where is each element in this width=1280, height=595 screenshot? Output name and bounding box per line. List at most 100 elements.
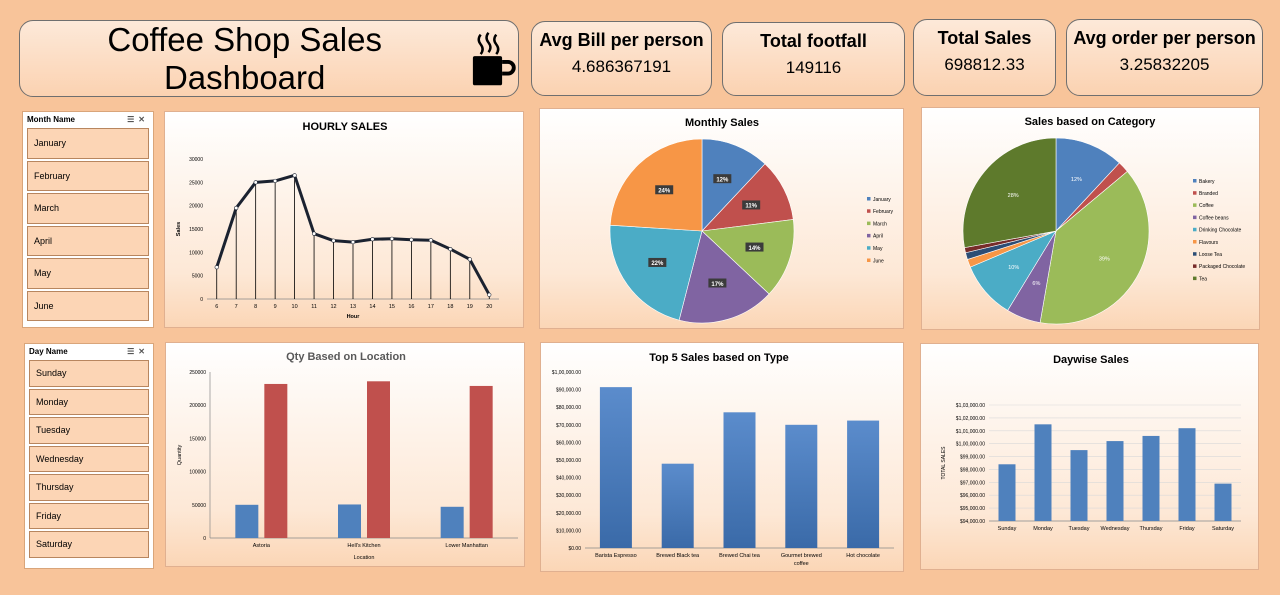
kpi-value: 3.25832205	[1119, 55, 1210, 74]
legend-swatch	[867, 233, 871, 238]
y-tick-label: $94,000.00	[960, 519, 985, 525]
data-point	[292, 173, 297, 178]
x-tick-label: 10	[292, 304, 298, 310]
y-tick-label: $1,03,000.00	[956, 403, 985, 409]
legend-label: Branded	[1199, 191, 1218, 197]
bar	[469, 385, 493, 538]
slicer-item-march[interactable]: March	[27, 193, 149, 224]
type-sales-svg: Top 5 Sales based on Type $0.00 $10,000.00…	[552, 352, 894, 567]
x-tick-label: 15	[389, 304, 395, 310]
legend-swatch	[1193, 203, 1197, 207]
y-tick-label: $98,000.00	[960, 467, 985, 473]
data-label: 22%	[651, 261, 664, 267]
multi-select-icon[interactable]: ☰	[127, 114, 139, 124]
data-point	[350, 239, 356, 245]
y-tick-label: $99,000.00	[960, 455, 985, 461]
chart-title: Sales based on Category	[1025, 116, 1157, 128]
legend-swatch	[1193, 252, 1197, 256]
y-tick-label: $1,02,000.00	[956, 416, 985, 422]
location-qty-chart: Qty Based on Location 0 50000 100000 150000 2…	[165, 342, 525, 567]
slicer-item-april[interactable]: April	[27, 225, 149, 256]
slicer-item-thursday[interactable]: Thursday	[29, 474, 149, 501]
slicer-item-june[interactable]: June	[27, 290, 149, 321]
kpi-value: 698812.33	[944, 55, 1025, 74]
data-label-box	[648, 257, 667, 267]
bar	[440, 506, 464, 538]
legend-label: June	[873, 258, 884, 264]
clear-filter-icon[interactable]: ✕	[138, 114, 149, 124]
legend-swatch	[867, 258, 871, 262]
slicer-item-tuesday[interactable]: Tuesday	[29, 417, 149, 444]
pie-slice	[701, 138, 766, 232]
slicer-item-may[interactable]: May	[27, 258, 149, 289]
bar	[847, 420, 880, 548]
bar	[661, 463, 694, 548]
slicer-item-february[interactable]: February	[27, 160, 149, 191]
legend-label: February	[873, 209, 894, 215]
bar	[723, 412, 756, 548]
x-tick-label: Saturday	[1212, 526, 1234, 532]
coffee-cup-icon	[473, 31, 517, 85]
x-tick-label: 12	[330, 304, 336, 310]
data-label-box	[713, 174, 732, 184]
chart-title: HOURLY SALES	[303, 121, 388, 133]
data-label-box	[655, 185, 674, 195]
y-tick-label: $40,000.00	[556, 476, 581, 482]
legend-label: March	[873, 221, 887, 227]
legend-label: Bakery	[1199, 179, 1215, 185]
y-tick-label: 0	[203, 536, 206, 542]
pie-slice	[962, 137, 1057, 248]
legend-swatch	[867, 197, 871, 201]
data-label-box	[708, 278, 727, 288]
data-point	[448, 246, 453, 252]
y-tick-label: $1,01,000.00	[956, 429, 985, 435]
data-label: 12%	[716, 177, 729, 183]
clear-filter-icon[interactable]: ✕	[138, 346, 149, 356]
y-tick-label: $1,00,000.00	[956, 442, 985, 448]
monthly-sales-svg: Monthly Sales 12% 11% 14% 17% 22% 24% January Fe…	[609, 117, 894, 324]
y-axis-label: Sales	[176, 222, 182, 236]
bar	[998, 464, 1016, 521]
bar	[367, 381, 390, 538]
x-tick-label-cont: coffee	[794, 561, 809, 567]
slicer-item-january[interactable]: January	[27, 128, 149, 159]
multi-select-icon[interactable]: ☰	[127, 346, 139, 356]
bar	[599, 387, 632, 548]
kpi-value: 4.686367191	[571, 57, 672, 76]
x-tick-label: Astoria	[253, 543, 271, 549]
data-point	[234, 205, 239, 211]
x-tick-label: 19	[467, 304, 473, 310]
kpi-avg-order: Avg order per person 3.25832205	[1066, 19, 1263, 96]
hourly-sales-svg: HOURLY SALES 0 5000 10000 15000 20000 25000 300…	[176, 121, 499, 320]
slicer-item-friday[interactable]: Friday	[29, 502, 149, 529]
kpi-label: Total Sales	[937, 28, 1032, 48]
bar	[1106, 441, 1124, 521]
y-tick-label: $50,000.00	[556, 458, 581, 464]
chart-title: Qty Based on Location	[286, 351, 406, 363]
data-point	[487, 292, 492, 297]
x-axis-label: Hour	[347, 314, 361, 320]
y-tick-label: 50000	[192, 503, 206, 509]
y-tick-label: 30000	[189, 157, 203, 163]
legend-label: May	[873, 246, 883, 252]
legend-swatch	[867, 221, 871, 226]
y-tick-label: $30,000.00	[556, 493, 581, 499]
slicer-item-saturday[interactable]: Saturday	[29, 531, 149, 558]
y-tick-label: 25000	[189, 180, 203, 186]
category-sales-svg: Sales based on Category 12% 39% 6% 10% 28% Bak…	[962, 116, 1245, 325]
legend-label: Loose Tea	[1199, 252, 1222, 258]
day-slicer: Day Name ☰✕ Sunday Monday Tuesday Wednesd…	[24, 343, 154, 569]
kpi-label: Total footfall	[760, 31, 867, 51]
slicer-item-monday[interactable]: Monday	[29, 388, 149, 415]
x-tick-label: 9	[274, 304, 277, 310]
data-label: 10%	[1008, 265, 1019, 271]
legend-label: Tea	[1199, 276, 1207, 282]
legend-label: Coffee beans	[1199, 215, 1229, 221]
data-label-box	[742, 200, 761, 210]
slicer-item-sunday[interactable]: Sunday	[29, 360, 149, 387]
bar	[1070, 450, 1088, 521]
data-point	[409, 237, 414, 242]
data-point	[370, 237, 375, 242]
slicer-item-wednesday[interactable]: Wednesday	[29, 445, 149, 472]
pie-slice	[678, 230, 770, 324]
